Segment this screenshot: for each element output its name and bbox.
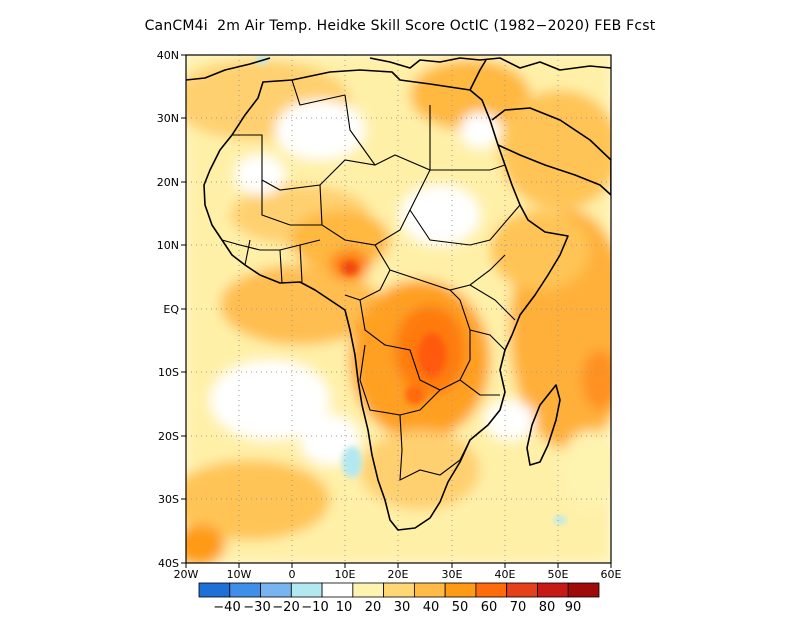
colorbar-swatch bbox=[290, 582, 323, 598]
lat-label: EQ bbox=[163, 303, 179, 316]
colorbar-label: −40 bbox=[213, 600, 240, 615]
colorbar-label: 30 bbox=[394, 600, 411, 615]
lat-label: 40N bbox=[157, 49, 179, 62]
grid-lines bbox=[186, 55, 611, 563]
colorbar-label: −30 bbox=[243, 600, 270, 615]
colorbar-swatch bbox=[506, 582, 538, 598]
colorbar-label: 20 bbox=[365, 600, 382, 615]
colorbar-label: 60 bbox=[481, 600, 498, 615]
lat-label: 10N bbox=[157, 239, 179, 252]
colorbar-swatch bbox=[444, 582, 477, 598]
lat-label: 30N bbox=[157, 112, 179, 125]
colorbar-swatch bbox=[260, 582, 292, 598]
colorbar-swatch bbox=[475, 582, 508, 598]
lon-label: 10W bbox=[227, 568, 252, 581]
colorbar-swatch bbox=[229, 582, 261, 598]
lat-label: 20S bbox=[158, 430, 179, 443]
lon-label: 0 bbox=[289, 568, 296, 581]
lon-label: 20W bbox=[174, 568, 199, 581]
colorbar-label: −20 bbox=[272, 600, 299, 615]
colorbar-label: 10 bbox=[336, 600, 353, 615]
colorbar-label: 70 bbox=[510, 600, 527, 615]
colorbar-label: 90 bbox=[565, 600, 582, 615]
lon-label: 30E bbox=[442, 568, 463, 581]
lat-label: 20N bbox=[157, 176, 179, 189]
colorbar-labels: −40 −30 −20 −10 10 20 30 40 50 60 70 80 … bbox=[213, 600, 581, 615]
colorbar-swatch bbox=[198, 582, 231, 598]
colorbar-swatches bbox=[198, 582, 600, 598]
lat-tick-labels: 40N 30N 20N 10N EQ 10S 20S 30S 40S bbox=[157, 49, 180, 570]
country-borders bbox=[221, 79, 521, 481]
coastlines bbox=[186, 57, 611, 531]
colorbar-swatch bbox=[321, 582, 354, 598]
lon-tick-labels: 20W 10W 0 10E 20E 30E 40E 50E 60E bbox=[174, 568, 622, 581]
lat-label: 10S bbox=[158, 366, 179, 379]
colorbar-label: 50 bbox=[452, 600, 469, 615]
colorbar-swatch bbox=[383, 582, 415, 598]
lon-label: 60E bbox=[601, 568, 622, 581]
colorbar-label: 80 bbox=[539, 600, 556, 615]
colorbar-swatch bbox=[413, 582, 446, 598]
colorbar-swatch bbox=[352, 582, 385, 598]
colorbar-swatch bbox=[567, 582, 600, 598]
colorbar-swatch bbox=[537, 582, 569, 598]
lat-label: 30S bbox=[158, 493, 179, 506]
lon-label: 20E bbox=[388, 568, 409, 581]
lon-label: 40E bbox=[495, 568, 516, 581]
colorbar-label: −10 bbox=[301, 600, 328, 615]
colorbar-label: 40 bbox=[423, 600, 440, 615]
axis-ticks bbox=[181, 54, 612, 568]
colorbar: −40 −30 −20 −10 10 20 30 40 50 60 70 80 … bbox=[198, 582, 600, 615]
map-title: CanCM4i 2m Air Temp. Heidke Skill Score … bbox=[144, 18, 656, 34]
lon-label: 10E bbox=[335, 568, 356, 581]
lat-label: 40S bbox=[158, 557, 179, 570]
lon-label: 50E bbox=[548, 568, 569, 581]
